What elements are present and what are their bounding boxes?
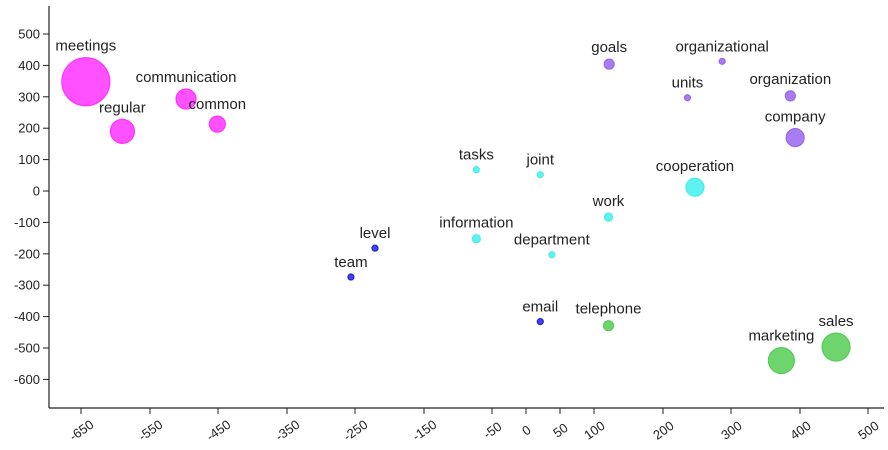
point-communication bbox=[175, 88, 197, 110]
point-label-goals: goals bbox=[591, 39, 627, 56]
point-information bbox=[471, 234, 481, 244]
point-label-meetings: meetings bbox=[55, 38, 116, 55]
y-tick-label: -600 bbox=[14, 372, 40, 387]
point-cooperation bbox=[685, 177, 705, 197]
point-goals bbox=[603, 58, 615, 70]
point-label-department: department bbox=[514, 232, 591, 249]
y-tick-label: 100 bbox=[18, 152, 40, 167]
x-tick-label: -550 bbox=[135, 417, 165, 444]
point-organizational bbox=[718, 57, 726, 65]
point-tasks bbox=[472, 166, 480, 174]
y-tick-label: 300 bbox=[18, 89, 40, 104]
y-tick-label: 500 bbox=[18, 27, 40, 42]
x-tick-label: -150 bbox=[409, 417, 439, 444]
point-label-work: work bbox=[592, 193, 625, 210]
point-common bbox=[208, 115, 226, 133]
y-tick-label: -400 bbox=[14, 309, 40, 324]
x-tick-label: -250 bbox=[340, 417, 370, 444]
labels-layer: meetings communication regular common goals o… bbox=[55, 38, 853, 345]
point-department bbox=[548, 251, 556, 259]
point-label-tasks: tasks bbox=[459, 147, 494, 164]
point-label-regular: regular bbox=[99, 99, 146, 116]
point-label-joint: joint bbox=[526, 152, 555, 169]
points-layer bbox=[61, 57, 851, 375]
point-label-level: level bbox=[360, 225, 391, 242]
x-tick-label: 400 bbox=[787, 418, 813, 443]
point-telephone bbox=[602, 320, 615, 332]
x-tick-label: -350 bbox=[272, 417, 302, 444]
point-team bbox=[347, 273, 355, 281]
point-joint bbox=[536, 171, 544, 179]
point-label-organizational: organizational bbox=[675, 38, 768, 55]
point-label-company: company bbox=[765, 109, 826, 126]
y-tick-label: 200 bbox=[18, 121, 40, 136]
y-tick-label: 0 bbox=[33, 184, 40, 199]
y-tick-label: 400 bbox=[18, 58, 40, 73]
point-sales bbox=[821, 332, 851, 362]
point-label-team: team bbox=[334, 254, 367, 271]
point-units bbox=[683, 94, 692, 102]
y-tick-label: -200 bbox=[14, 246, 40, 261]
point-level bbox=[371, 244, 379, 252]
x-tick-label: 200 bbox=[650, 418, 676, 443]
x-tick-label: 0 bbox=[519, 422, 534, 438]
point-label-information: information bbox=[439, 215, 513, 232]
x-tick-label: 300 bbox=[718, 418, 744, 443]
x-tick-label: -50 bbox=[480, 419, 504, 442]
point-regular bbox=[109, 118, 136, 144]
x-tick-label: -450 bbox=[203, 417, 233, 444]
point-organization bbox=[784, 90, 796, 102]
point-work bbox=[603, 212, 614, 222]
point-label-marketing: marketing bbox=[748, 328, 814, 345]
point-label-sales: sales bbox=[819, 313, 854, 330]
x-tick-label: 500 bbox=[855, 418, 881, 443]
y-tick-label: -300 bbox=[14, 278, 40, 293]
point-label-organization: organization bbox=[749, 71, 831, 88]
point-email bbox=[536, 318, 544, 326]
point-label-email: email bbox=[522, 299, 558, 316]
point-label-communication: communication bbox=[136, 69, 237, 86]
point-label-units: units bbox=[672, 75, 704, 92]
y-tick-label: -100 bbox=[14, 215, 40, 230]
point-label-cooperation: cooperation bbox=[656, 158, 734, 175]
y-tick-label: -500 bbox=[14, 341, 40, 356]
point-company bbox=[785, 128, 805, 148]
point-marketing bbox=[767, 346, 795, 375]
point-label-telephone: telephone bbox=[576, 301, 642, 318]
x-tick-label: 100 bbox=[581, 418, 607, 443]
x-tick-label: 50 bbox=[550, 420, 570, 441]
point-label-common: common bbox=[189, 96, 247, 113]
x-tick-label: -650 bbox=[66, 417, 96, 444]
point-meetings bbox=[61, 57, 111, 107]
